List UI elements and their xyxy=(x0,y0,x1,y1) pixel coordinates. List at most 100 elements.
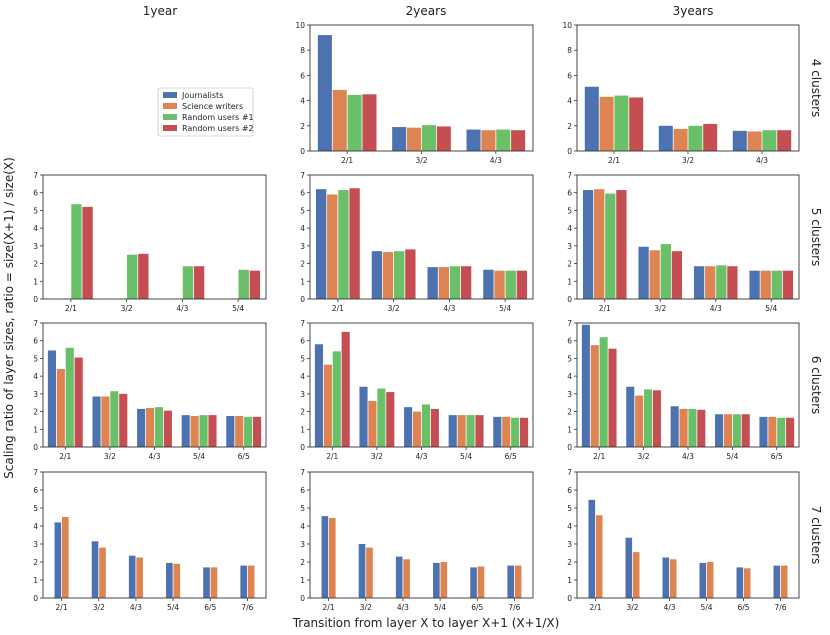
bar-science-writers-5-4 xyxy=(457,415,466,447)
bar-random-users-2-4-3 xyxy=(727,266,738,299)
bar-science-writers-3-2 xyxy=(99,547,106,598)
y-tick-label: 3 xyxy=(33,540,38,549)
x-tick-label: 6/5 xyxy=(737,603,749,612)
bar-science-writers-4-3 xyxy=(145,408,155,447)
y-tick-label: 4 xyxy=(33,372,38,381)
bar-random-users-1-2-1 xyxy=(65,347,74,447)
y-tick-label: 7 xyxy=(567,319,572,328)
y-tick-label: 4 xyxy=(567,97,572,106)
y-tick-label: 3 xyxy=(33,242,38,251)
row-title-4-clusters: 4 clusters xyxy=(809,59,823,118)
legend-label-journalists: Journalists xyxy=(181,91,223,100)
subplot-3years-7-clusters: 0 1 2 3 4 5 6 7 2/1 3/2 4/3 5/4 6/5 7/6 xyxy=(567,468,800,612)
y-tick-label: 7 xyxy=(567,171,572,180)
bar-science-writers-2-1 xyxy=(328,517,336,598)
y-tick-label: 6 xyxy=(33,189,38,198)
y-tick-label: 1 xyxy=(33,277,38,286)
bar-journalists-6-5 xyxy=(226,416,235,447)
bar-journalists-5-4 xyxy=(181,415,190,447)
x-tick-label: 2/1 xyxy=(326,452,338,461)
x-tick-label: 4/3 xyxy=(663,603,675,612)
y-tick-label: 5 xyxy=(300,354,305,363)
bar-journalists-6-5 xyxy=(470,567,477,598)
bar-random-users-1-3-2 xyxy=(688,125,703,151)
y-tick-label: 0 xyxy=(33,594,38,603)
y-tick-label: 4 xyxy=(300,224,305,233)
bar-journalists-3-2 xyxy=(358,544,366,598)
y-tick-label: 4 xyxy=(33,224,38,233)
x-tick-label: 7/6 xyxy=(241,603,253,612)
x-tick-label: 3/2 xyxy=(626,603,638,612)
x-tick-label: 5/4 xyxy=(232,304,244,313)
x-tick-label: 3/2 xyxy=(388,304,400,313)
bar-journalists-4-3 xyxy=(670,406,679,447)
bar-science-writers-3-2 xyxy=(382,252,394,299)
col-title-1year: 1year xyxy=(143,4,177,18)
y-tick-label: 2 xyxy=(300,122,305,131)
bar-random-users-1-3-2 xyxy=(377,388,386,447)
bar-random-users-2-4-3 xyxy=(193,266,205,299)
y-tick-label: 6 xyxy=(33,486,38,495)
bar-journalists-7-6 xyxy=(507,565,515,598)
bar-random-users-2-5-4 xyxy=(516,270,528,299)
y-tick-label: 5 xyxy=(300,504,305,513)
y-tick-label: 8 xyxy=(567,46,572,55)
bar-science-writers-4-3 xyxy=(412,411,422,447)
y-tick-label: 3 xyxy=(300,390,305,399)
y-tick-label: 0 xyxy=(567,594,572,603)
bar-journalists-4-3 xyxy=(404,407,413,447)
y-tick-label: 2 xyxy=(567,408,572,417)
bar-random-users-2-3-2 xyxy=(386,392,395,447)
bar-random-users-2-5-4 xyxy=(782,270,794,299)
y-tick-label: 1 xyxy=(300,576,305,585)
bar-science-writers-3-2 xyxy=(366,547,373,598)
plot-frame xyxy=(42,471,267,599)
y-tick-label: 2 xyxy=(567,260,572,269)
x-tick-label: 3/2 xyxy=(360,603,372,612)
bar-science-writers-5-4 xyxy=(190,416,199,447)
bar-journalists-6-5 xyxy=(203,567,210,598)
subplot-3years-5-clusters: 0 1 2 3 4 5 6 7 2/1 3/2 4/3 5/4 xyxy=(567,171,800,313)
x-tick-label: 4/3 xyxy=(148,452,160,461)
bar-random-users-1-2-1 xyxy=(614,95,629,151)
bar-journalists-3-2 xyxy=(392,127,407,151)
bar-journalists-4-3 xyxy=(466,129,481,151)
bar-random-users-2-4-3 xyxy=(511,130,526,151)
x-tick-label: 5/4 xyxy=(765,304,777,313)
y-tick-label: 7 xyxy=(300,171,305,180)
y-tick-label: 7 xyxy=(33,171,38,180)
y-tick-label: 6 xyxy=(33,337,38,346)
bar-science-writers-4-3 xyxy=(403,559,410,598)
bar-journalists-7-6 xyxy=(240,565,248,598)
bar-science-writers-6-5 xyxy=(210,567,218,598)
x-tick-label: 2/1 xyxy=(59,452,71,461)
x-tick-label: 4/3 xyxy=(756,156,768,165)
x-tick-label: 2/1 xyxy=(608,156,620,165)
subplot-1year-6-clusters: 0 1 2 3 4 5 6 7 2/1 3/2 4/3 5/4 6/5 xyxy=(33,319,267,461)
x-tick-label: 7/6 xyxy=(508,603,520,612)
bar-journalists-4-3 xyxy=(395,556,403,598)
plot-frame xyxy=(576,24,800,152)
bar-random-users-2-2-1 xyxy=(608,348,617,447)
bar-random-users-1-5-4 xyxy=(199,415,208,447)
bar-journalists-3-2 xyxy=(658,125,673,151)
legend-swatch-random-users-1 xyxy=(163,114,177,120)
x-tick-label: 5/4 xyxy=(193,452,205,461)
y-tick-label: 6 xyxy=(300,486,305,495)
bar-random-users-1-6-5 xyxy=(244,416,253,447)
y-tick-label: 6 xyxy=(567,337,572,346)
bar-random-users-2-2-1 xyxy=(616,190,627,299)
y-tick-label: 3 xyxy=(567,242,572,251)
row-title-6-clusters: 6 clusters xyxy=(809,356,823,415)
bar-random-users-1-3-2 xyxy=(421,125,436,151)
bar-random-users-1-2-1 xyxy=(605,193,616,299)
legend: Journalists Science writers Random users… xyxy=(157,87,254,137)
y-tick-label: 7 xyxy=(33,468,38,477)
x-tick-label: 5/4 xyxy=(700,603,712,612)
y-tick-label: 0 xyxy=(33,295,38,304)
bar-random-users-2-5-4 xyxy=(741,414,750,447)
bar-random-users-1-4-3 xyxy=(449,266,461,299)
x-tick-label: 6/5 xyxy=(204,603,216,612)
x-tick-label: 6/5 xyxy=(238,452,250,461)
subplot-2years-4-clusters: 0 2 4 6 8 10 2/1 3/2 4/3 xyxy=(295,21,534,165)
